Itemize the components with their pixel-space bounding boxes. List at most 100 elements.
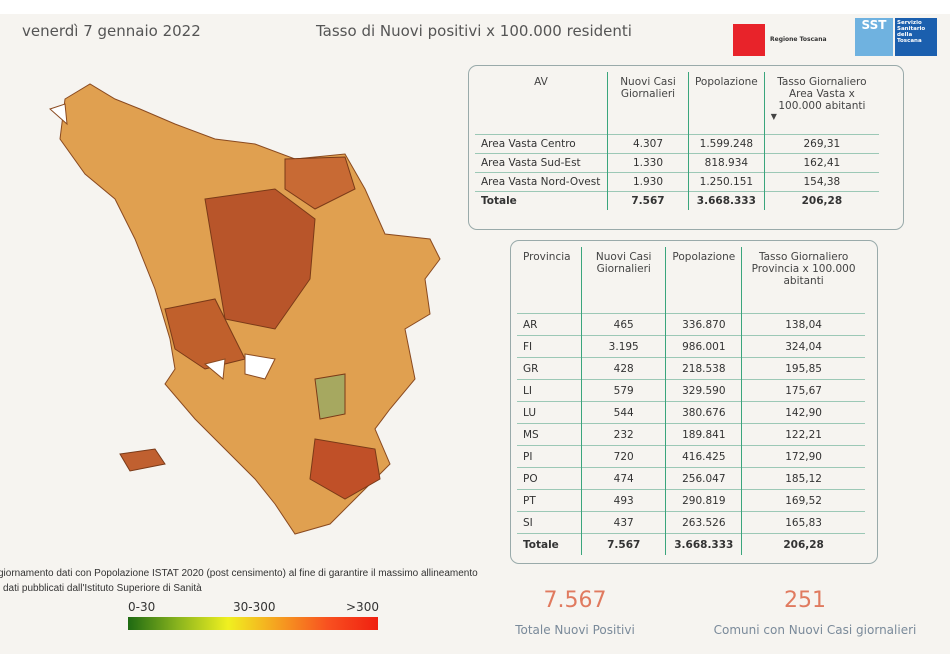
- cell: 437: [580, 511, 666, 534]
- cell: 3.195: [580, 335, 666, 358]
- region-si: [314, 373, 346, 420]
- cell: 232: [580, 423, 666, 446]
- cell: 428: [580, 357, 666, 380]
- col-popolazione[interactable]: Popolazione: [665, 247, 742, 314]
- cell: Area Vasta Centro: [475, 134, 608, 154]
- cell: LU: [517, 401, 582, 424]
- legend-low: 0-30: [128, 600, 156, 614]
- cell: 172,90: [741, 445, 865, 468]
- cell: 185,12: [741, 467, 865, 490]
- cell: 324,04: [741, 335, 865, 358]
- cell: 465: [580, 313, 666, 336]
- date-label: venerdì 7 gennaio 2022: [22, 22, 201, 40]
- sst-text: Servizio Sanitario della Toscana: [895, 18, 937, 56]
- cell: 7.567: [580, 533, 666, 555]
- table-row[interactable]: PI 720 416.425 172,90: [517, 445, 865, 468]
- cell: LI: [517, 379, 582, 402]
- sort-desc-icon[interactable]: ▼: [770, 112, 777, 121]
- col-nuovi-casi[interactable]: Nuovi Casi Giornalieri: [580, 247, 666, 314]
- cell: 290.819: [665, 489, 742, 512]
- sst-badge: SST: [855, 18, 893, 56]
- cell: 175,67: [741, 379, 865, 402]
- cell: 1.599.248: [687, 134, 765, 154]
- table-row[interactable]: MS 232 189.841 122,21: [517, 423, 865, 446]
- region-north: [284, 156, 356, 210]
- cell: 165,83: [741, 511, 865, 534]
- col-provincia[interactable]: Provincia: [523, 251, 571, 263]
- cell: 4.307: [607, 134, 689, 154]
- logo-text: Regione Toscana: [770, 36, 827, 43]
- cell: FI: [517, 335, 582, 358]
- col-tasso-label: Tasso Giornaliero Area Vasta x 100.000 a…: [777, 76, 867, 112]
- kpi-comuni-label: Comuni con Nuovi Casi giornalieri: [713, 623, 917, 637]
- cell: Totale: [475, 191, 608, 210]
- table-row[interactable]: LU 544 380.676 142,90: [517, 401, 865, 424]
- cell: 138,04: [741, 313, 865, 336]
- table-row[interactable]: FI 3.195 986.001 324,04: [517, 335, 865, 358]
- cell: MS: [517, 423, 582, 446]
- cell: 189.841: [665, 423, 742, 446]
- elba-island: [119, 448, 166, 472]
- region-fi: [204, 188, 316, 330]
- av-table: AV Nuovi Casi Giornalieri Popolazione Tasso…: [475, 72, 879, 210]
- cell: 380.676: [665, 401, 742, 424]
- table-row[interactable]: PT 493 290.819 169,52: [517, 489, 865, 512]
- dashboard: venerdì 7 gennaio 2022 Tasso di Nuovi po…: [0, 14, 950, 654]
- table-row[interactable]: LI 579 329.590 175,67: [517, 379, 865, 402]
- cell: 142,90: [741, 401, 865, 424]
- cell: PT: [517, 489, 582, 512]
- prov-table: Provincia Nuovi Casi Giornalieri Popolazio…: [517, 247, 865, 555]
- cell: 416.425: [665, 445, 742, 468]
- cell: 206,28: [741, 533, 865, 555]
- cell: Totale: [517, 533, 582, 555]
- cell: SI: [517, 511, 582, 534]
- cell: 720: [580, 445, 666, 468]
- table-row[interactable]: AR 465 336.870 138,04: [517, 313, 865, 336]
- cell: 154,38: [763, 172, 879, 192]
- cell: 263.526: [665, 511, 742, 534]
- col-av[interactable]: AV: [534, 76, 548, 88]
- region-grosseto-se: [309, 438, 381, 500]
- cell: 1.930: [607, 172, 689, 192]
- cell: 3.668.333: [687, 191, 765, 210]
- cell: 336.870: [665, 313, 742, 336]
- sst-logo: SST Servizio Sanitario della Toscana: [855, 18, 941, 58]
- total-row: Totale 7.567 3.668.333 206,28: [475, 191, 879, 210]
- page-title: Tasso di Nuovi positivi x 100.000 reside…: [316, 22, 632, 40]
- pegasus-icon: [733, 24, 765, 56]
- cell: 256.047: [665, 467, 742, 490]
- table-row[interactable]: Area Vasta Sud-Est 1.330 818.934 162,41: [475, 153, 879, 173]
- cell: AR: [517, 313, 582, 336]
- cell: 986.001: [665, 335, 742, 358]
- cell: 1.330: [607, 153, 689, 173]
- legend-gradient: [128, 617, 378, 630]
- prov-table-panel: Provincia Nuovi Casi Giornalieri Popolazio…: [510, 240, 878, 564]
- av-table-panel: AV Nuovi Casi Giornalieri Popolazione Tasso…: [468, 65, 904, 230]
- tuscany-map[interactable]: [45, 79, 485, 559]
- regione-toscana-logo: Regione Toscana: [733, 24, 828, 58]
- cell: 544: [580, 401, 666, 424]
- footnote: giornamento dati con Popolazione ISTAT 2…: [0, 566, 478, 596]
- cell: 579: [580, 379, 666, 402]
- cell: Area Vasta Nord-Ovest: [475, 172, 608, 192]
- col-nuovi-casi[interactable]: Nuovi Casi Giornalieri: [607, 72, 689, 135]
- cell: 162,41: [763, 153, 879, 173]
- kpi-total-value: 7.567: [543, 588, 607, 613]
- col-tasso[interactable]: Tasso Giornaliero Provincia x 100.000 ab…: [741, 247, 865, 314]
- col-tasso[interactable]: Tasso Giornaliero Area Vasta x 100.000 a…: [763, 72, 879, 135]
- note-line: i dati pubblicati dall'Istituto Superior…: [0, 583, 202, 594]
- table-row[interactable]: Area Vasta Nord-Ovest 1.930 1.250.151 154,3…: [475, 172, 879, 192]
- cell: 818.934: [687, 153, 765, 173]
- cell: Area Vasta Sud-Est: [475, 153, 608, 173]
- table-row[interactable]: SI 437 263.526 165,83: [517, 511, 865, 534]
- cell: 269,31: [763, 134, 879, 154]
- total-row: Totale 7.567 3.668.333 206,28: [517, 533, 865, 555]
- table-row[interactable]: GR 428 218.538 195,85: [517, 357, 865, 380]
- cell: PI: [517, 445, 582, 468]
- cell: 218.538: [665, 357, 742, 380]
- cell: PO: [517, 467, 582, 490]
- cell: 195,85: [741, 357, 865, 380]
- col-popolazione[interactable]: Popolazione: [687, 72, 765, 135]
- table-row[interactable]: Area Vasta Centro 4.307 1.599.248 269,31: [475, 134, 879, 154]
- table-row[interactable]: PO 474 256.047 185,12: [517, 467, 865, 490]
